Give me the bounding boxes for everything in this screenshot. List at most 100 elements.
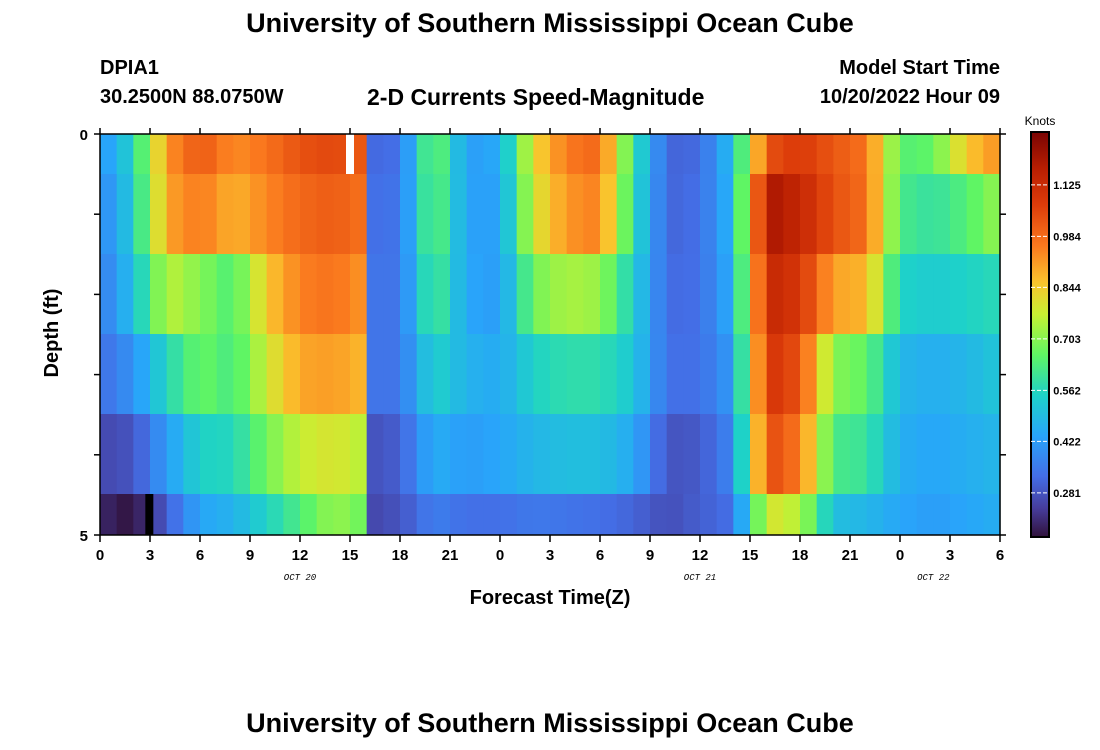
heatmap-cell — [983, 174, 1001, 254]
heatmap-cell — [400, 494, 418, 535]
heatmap-cell — [516, 174, 534, 254]
heatmap-cell — [300, 494, 318, 535]
heatmap-cell — [533, 494, 551, 535]
heatmap-cell — [316, 494, 334, 535]
heatmap-cell — [116, 334, 134, 414]
heatmap-cell — [366, 334, 384, 414]
heatmap-cell — [200, 414, 218, 494]
heatmap-cell — [350, 174, 368, 254]
heatmap-cell — [600, 134, 618, 174]
x-tick-label: 9 — [646, 547, 654, 564]
heatmap-cell — [583, 414, 601, 494]
heatmap-cell — [566, 334, 584, 414]
heatmap-cell — [766, 334, 784, 414]
heatmap-cell — [416, 334, 434, 414]
heatmap-cell — [300, 414, 318, 494]
heatmap-cell — [833, 134, 851, 174]
x-tick-label: 6 — [196, 547, 204, 564]
heatmap-cell — [666, 334, 684, 414]
x-tick-label: 6 — [596, 547, 604, 564]
heatmap-cell — [266, 494, 284, 535]
heatmap-cell — [883, 334, 901, 414]
heatmap-cell — [366, 494, 384, 535]
heatmap-cell — [766, 254, 784, 334]
heatmap-cell — [916, 254, 934, 334]
heatmap-cell — [600, 254, 618, 334]
main-title: University of Southern Mississippi Ocean… — [246, 8, 854, 38]
heatmap-cell — [900, 494, 918, 535]
heatmap-cell — [466, 134, 484, 174]
heatmap-cell — [533, 414, 551, 494]
heatmap-cell — [366, 134, 384, 174]
x-tick-label: 6 — [996, 547, 1004, 564]
x-tick-label: 15 — [342, 547, 359, 564]
heatmap-cell — [533, 174, 551, 254]
heatmap-cell — [616, 414, 634, 494]
heatmap-cell — [566, 174, 584, 254]
heatmap-cell — [200, 134, 218, 174]
heatmap-cell — [100, 334, 118, 414]
heatmap-cell — [183, 414, 201, 494]
heatmap-cell — [466, 174, 484, 254]
heatmap-cell — [850, 254, 868, 334]
heatmap-cell — [150, 134, 168, 174]
heatmap-cell — [766, 414, 784, 494]
heatmap-cell — [983, 494, 1001, 535]
heatmap-cell — [816, 134, 834, 174]
heatmap-cell — [900, 414, 918, 494]
heatmap-cell — [750, 494, 768, 535]
heatmap-cell — [933, 134, 951, 174]
heatmap-cell — [433, 134, 451, 174]
heatmap-cell — [783, 174, 801, 254]
heatmap-cell — [150, 494, 168, 535]
heatmap-cell — [250, 254, 268, 334]
heatmap-cell — [400, 334, 418, 414]
heatmap-cell — [183, 174, 201, 254]
heatmap-cell — [150, 414, 168, 494]
heatmap-cell — [283, 254, 301, 334]
heatmap-cell — [433, 334, 451, 414]
heatmap-cell — [783, 494, 801, 535]
heatmap-cell — [283, 494, 301, 535]
heatmap-cell — [166, 414, 184, 494]
heatmap-cell — [250, 174, 268, 254]
heatmap-cell — [316, 134, 334, 174]
heatmap-cell — [950, 334, 968, 414]
heatmap-cell — [233, 174, 251, 254]
model-start-value: 10/20/2022 Hour 09 — [819, 86, 1000, 108]
heatmap-cell — [950, 254, 968, 334]
heatmap-cell — [166, 334, 184, 414]
heatmap-cell — [716, 334, 734, 414]
heatmap-cell — [350, 494, 368, 535]
heatmap-cell — [133, 134, 151, 174]
heatmap-cell — [516, 414, 534, 494]
heatmap-cell — [700, 494, 718, 535]
heatmap-cell — [800, 174, 818, 254]
heatmap-cell — [533, 334, 551, 414]
x-tick-label: 21 — [442, 547, 459, 564]
heatmap-cell — [366, 414, 384, 494]
heatmap-cell — [733, 254, 751, 334]
heatmap-cell — [600, 334, 618, 414]
heatmap-cell — [900, 134, 918, 174]
heatmap-cell — [250, 414, 268, 494]
colorbar-tick-label: 0.844 — [1053, 282, 1081, 294]
x-tick-label: 3 — [546, 547, 554, 564]
station-id: DPIA1 — [100, 57, 159, 79]
heatmap-cell — [983, 334, 1001, 414]
heatmap-cell — [300, 254, 318, 334]
heatmap-cell — [283, 174, 301, 254]
heatmap-cell — [700, 334, 718, 414]
heatmap-cell — [333, 254, 351, 334]
heatmap-cell — [333, 334, 351, 414]
heatmap-cell — [650, 494, 668, 535]
heatmap-cell — [800, 494, 818, 535]
heatmap-cell — [983, 254, 1001, 334]
heatmap-cell — [716, 174, 734, 254]
heatmap-cell — [866, 174, 884, 254]
heatmap-cell — [733, 414, 751, 494]
heatmap-cell — [350, 334, 368, 414]
date-label: OCT 21 — [684, 573, 716, 583]
heatmap-cell — [533, 134, 551, 174]
heatmap-cell — [716, 134, 734, 174]
